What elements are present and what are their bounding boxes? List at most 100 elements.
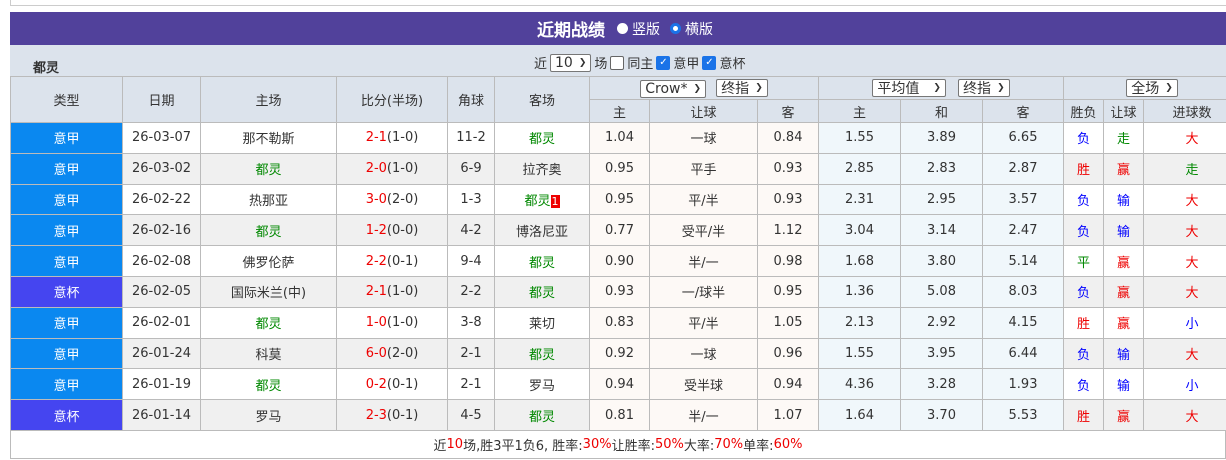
- type-cell: 意甲: [10, 368, 123, 401]
- eu-home-odds: 2.13: [818, 306, 901, 339]
- eu-away-odds: 6.65: [982, 122, 1064, 154]
- ah_a: 0.93: [773, 161, 803, 177]
- date: 26-02-08: [131, 253, 191, 269]
- ah_a: 1.12: [773, 222, 803, 238]
- away-cell: 都灵: [494, 245, 590, 277]
- odds-type-select-1[interactable]: 终指 ❯: [716, 78, 768, 97]
- eu_h: 2.13: [845, 315, 874, 331]
- ah_h: 0.90: [605, 253, 634, 269]
- ah-line: 一/球半: [649, 275, 758, 308]
- company-select[interactable]: Crow* ❯: [640, 79, 707, 98]
- eu-home-odds: 1.64: [818, 399, 901, 431]
- ou: 小: [1185, 378, 1199, 394]
- odds-type-select-2[interactable]: 终指 ❯: [958, 79, 1010, 97]
- ah_h: 0.77: [605, 222, 634, 238]
- same-home-checkbox[interactable]: [610, 55, 625, 70]
- wl-result: 胜: [1063, 399, 1104, 431]
- ah_line: 平手: [690, 163, 717, 179]
- full-score: 3-0: [365, 191, 387, 207]
- full-score: 2-2: [365, 253, 387, 269]
- corner: 2-1: [460, 345, 482, 361]
- corner: 1-3: [460, 191, 482, 207]
- away-cell: 都灵1: [494, 183, 590, 216]
- ah-line: 平/半: [649, 306, 758, 339]
- away-cell: 罗马: [494, 368, 590, 401]
- eu-away-odds: 2.47: [982, 214, 1064, 247]
- away-team: 罗马: [528, 378, 555, 394]
- company-value: Crow*: [645, 80, 688, 97]
- date-cell: 26-03-02: [122, 152, 201, 185]
- match-type: 意甲: [53, 163, 80, 179]
- match-count-select[interactable]: 10 ❯: [550, 53, 592, 72]
- ah-select-cell: Crow* ❯ 终指 ❯: [589, 76, 819, 100]
- radio-horizontal-label[interactable]: 横版: [685, 21, 713, 38]
- away-cell: 莱切: [494, 306, 590, 339]
- ah_h: 0.94: [605, 376, 634, 392]
- eu-draw-odds: 3.70: [900, 399, 983, 431]
- radio-horizontal[interactable]: [670, 23, 681, 34]
- ah_a: 0.98: [773, 253, 803, 269]
- ou-result: 大: [1143, 245, 1226, 277]
- radio-vertical-label[interactable]: 竖版: [632, 21, 660, 38]
- type-cell: 意甲: [10, 337, 123, 370]
- ou-result: 大: [1143, 122, 1226, 154]
- ah: 输: [1116, 347, 1130, 363]
- eu_d: 2.83: [927, 161, 956, 177]
- ah-home-odds: 0.81: [589, 399, 650, 431]
- ah-away-odds: 0.96: [757, 337, 819, 370]
- ou-result: 走: [1143, 152, 1226, 185]
- ah-away-odds: 0.94: [757, 368, 819, 401]
- type-cell: 意甲: [10, 122, 123, 154]
- type-cell: 意杯: [10, 275, 123, 308]
- chevron-down-icon: ❯: [578, 57, 587, 68]
- full-score: 2-1: [365, 130, 387, 146]
- wl-result: 胜: [1063, 306, 1104, 339]
- score-cell: 6-0(2-0): [336, 337, 448, 370]
- wl-result: 负: [1063, 122, 1104, 154]
- period-select[interactable]: 全场 ❯: [1126, 79, 1178, 97]
- average-select[interactable]: 平均值 ❯: [872, 79, 946, 97]
- home-cell: 科莫: [200, 337, 337, 370]
- eu_h: 1.36: [845, 284, 874, 300]
- table-row: 意甲 26-02-22 热那亚 3-0(2-0) 1-3 都灵1 0.95 平/半 0.93 2.…: [10, 183, 1226, 216]
- ah-line: 受平/半: [649, 214, 758, 247]
- win-rate: 30%: [582, 436, 612, 452]
- radio-vertical[interactable]: [617, 23, 628, 34]
- summary-text: 单率:: [743, 438, 774, 454]
- match-type: 意甲: [53, 132, 80, 148]
- score-cell: 2-3(0-1): [336, 399, 448, 431]
- eu_a: 2.47: [1008, 222, 1038, 238]
- ah-line: 平/半: [649, 183, 758, 216]
- away-cell: 都灵: [494, 275, 590, 308]
- eu-home-odds: 1.55: [818, 337, 901, 370]
- ah-result: 赢: [1103, 275, 1144, 308]
- match-type: 意杯: [53, 286, 80, 302]
- away-cell: 都灵: [494, 399, 590, 431]
- date-cell: 26-02-01: [122, 306, 201, 339]
- coppa-checkbox[interactable]: ✓: [702, 55, 717, 70]
- match-count-value: 10: [555, 54, 573, 71]
- ah_line: 半/一: [688, 255, 719, 271]
- half-score: (0-1): [386, 253, 419, 269]
- eu-draw-odds: 3.28: [900, 368, 983, 401]
- title-bar: 近期战绩 竖版 横版: [10, 12, 1226, 45]
- ah-home-odds: 0.77: [589, 214, 650, 247]
- ah-line: 半/一: [649, 399, 758, 431]
- ah: 输: [1116, 224, 1130, 240]
- eu_d: 3.95: [927, 345, 956, 361]
- date-cell: 26-02-05: [122, 275, 201, 308]
- eu-draw-odds: 3.14: [900, 214, 983, 247]
- filter-row: 都灵 近 10 ❯ 场 同主 ✓ 意甲 ✓ 意杯: [10, 45, 1226, 76]
- eu_a: 1.93: [1008, 376, 1038, 392]
- chevron-down-icon: ❯: [755, 82, 763, 93]
- away-cell: 都灵: [494, 337, 590, 370]
- serie-a-checkbox[interactable]: ✓: [656, 55, 671, 70]
- col-goals: 进球数: [1143, 99, 1226, 123]
- results-table: 类型 日期 主场 比分(半场) 角球 客场 Crow* ❯ 终指 ❯ 平均值 ❯ 终指…: [10, 76, 1226, 431]
- corner-cell: 2-1: [447, 368, 495, 401]
- eu_h: 1.64: [845, 407, 874, 423]
- table-row: 意甲 26-02-01 都灵 1-0(1-0) 3-8 莱切 0.83 平/半 1.05 2.13…: [10, 306, 1226, 339]
- match-type: 意杯: [53, 409, 80, 425]
- home-cell: 都灵: [200, 368, 337, 401]
- ah-line: 受半球: [649, 368, 758, 401]
